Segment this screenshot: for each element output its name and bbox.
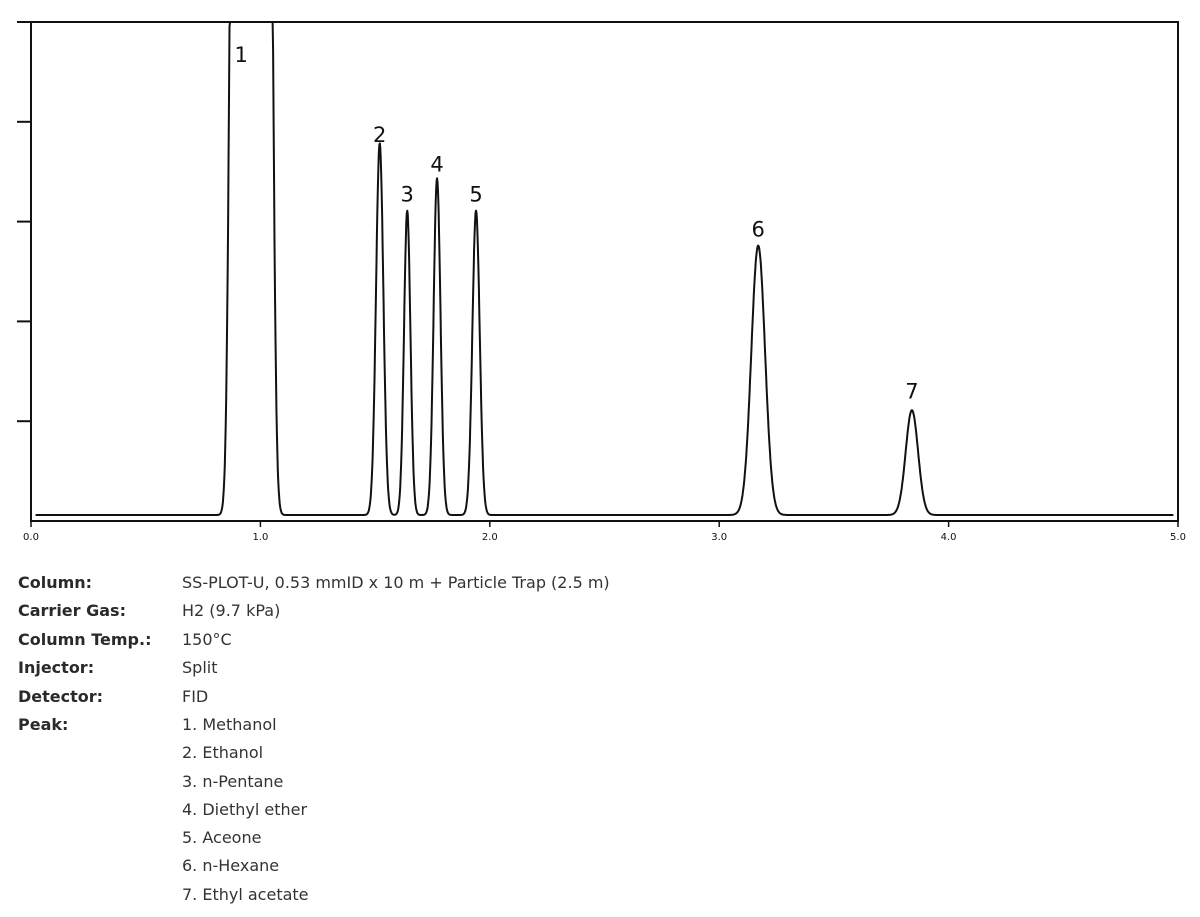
injector-value: Split: [182, 658, 218, 678]
column-label: Column:: [18, 573, 93, 592]
plot-frame: [30, 21, 1179, 522]
detector-label: Detector:: [18, 686, 104, 706]
detector-value: FID: [182, 686, 209, 706]
column-temp-row: Column Temp.: 150°C: [18, 626, 610, 654]
y-axis-ticks: [17, 21, 31, 423]
detector-row: Detector: FID: [18, 683, 610, 711]
peak-label-5: 5: [469, 183, 482, 207]
peak-label-2: 2: [373, 123, 386, 147]
x-axis-ticks: 0.0 1.0 2.0 3.0 4.0 5.0: [23, 521, 1186, 543]
chromatogram-trace: [35, 21, 1174, 516]
peak-item-7: 7. Ethyl acetate: [182, 884, 309, 904]
column-row: Column: SS-PLOT-U, 0.53 mmID x 10 m + Pa…: [18, 569, 610, 597]
x-tick-label: 4.0: [941, 532, 957, 543]
method-info: Column: SS-PLOT-U, 0.53 mmID x 10 m + Pa…: [18, 569, 610, 904]
peak-item-2: 2. Ethanol: [182, 743, 264, 763]
peak-item-3: 3. n-Pentane: [182, 771, 284, 791]
column-temp-value: 150°C: [182, 629, 232, 649]
peak-item-1: 1. Methanol: [182, 715, 277, 734]
peak-label-7: 7: [905, 380, 918, 404]
peak-item-6: 6. n-Hexane: [182, 856, 280, 876]
x-tick-label: 3.0: [711, 532, 727, 543]
carrier-gas-row: Carrier Gas: H2 (9.7 kPa): [18, 597, 610, 625]
x-tick-label: 2.0: [482, 532, 498, 543]
peak-list: 1. Methanol 2. Ethanol 3. n-Pentane 4. D…: [182, 711, 309, 909]
peak-label-6: 6: [752, 218, 765, 242]
carrier-gas-label: Carrier Gas:: [18, 601, 126, 621]
peak-label: Peak:: [18, 714, 69, 734]
chromatogram-chart: 0.0 1.0 2.0 3.0 4.0 5.0 1 2 34 5 6 7: [17, 21, 1186, 543]
peak-labels: 1 2 34 5 6 7: [235, 43, 919, 404]
injector-label: Injector:: [18, 658, 95, 678]
x-tick-label: 5.0: [1170, 532, 1186, 543]
column-temp-label: Column Temp.:: [18, 629, 152, 649]
peak-label-3: 3: [401, 183, 414, 207]
peak-label-4: 4: [430, 153, 443, 177]
x-tick-label: 1.0: [252, 532, 268, 543]
carrier-gas-value: H2 (9.7 kPa): [182, 601, 281, 621]
x-tick-label: 0.0: [23, 532, 39, 543]
peak-item-4: 4. Diethyl ether: [182, 799, 308, 819]
peak-row: Peak:: [18, 711, 610, 739]
column-value: SS-PLOT-U, 0.53 mmID x 10 m + Particle T…: [182, 573, 610, 592]
peak-label-1: 1: [235, 43, 248, 67]
peak-item-5: 5. Aceone: [182, 828, 262, 848]
injector-row: Injector: Split: [18, 654, 610, 682]
